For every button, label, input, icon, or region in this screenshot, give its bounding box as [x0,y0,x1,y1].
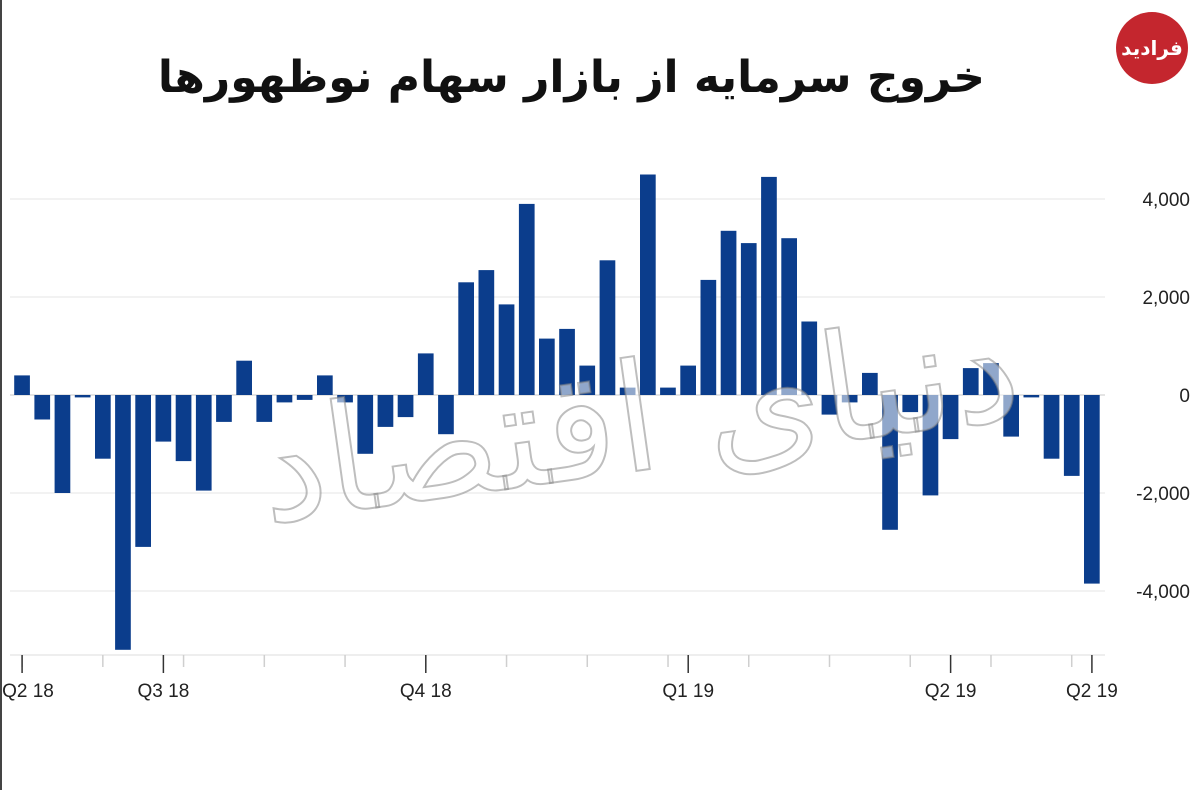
bar [54,395,71,493]
bar [1063,395,1080,476]
bar [317,375,333,395]
bar [983,363,999,395]
bar [680,365,696,395]
bar [135,395,151,547]
bar [74,395,91,398]
bar [1003,395,1019,437]
bar [579,365,596,395]
watermark: دنیای اقتصاد [247,280,1030,559]
y-tick-label: 4,000 [1142,190,1190,211]
x-tick-label: Q4 18 [400,681,452,702]
y-axis-ticks: 4,000 2,000 0 -2,000 -4,000 [1136,190,1190,603]
bar [256,395,273,422]
bar [539,338,555,395]
x-tick-label: Q1 19 [662,681,714,702]
logo-text: فرادید [1121,36,1183,60]
bar [498,304,515,395]
bar [115,395,131,650]
bar [720,230,737,395]
chart-title: خروج سرمایه از بازار سهام نوظهورها [157,52,985,103]
bar [216,395,232,422]
x-tick-label: Q2 18 [2,681,54,702]
bar [619,387,636,395]
bar [640,174,656,395]
bar [478,270,495,395]
bar [862,372,878,395]
y-tick-label: 0 [1179,386,1190,407]
bar [458,282,474,395]
bar [518,203,535,395]
bar [882,395,898,530]
bar [155,395,172,442]
bar [740,243,757,395]
bar [599,260,616,396]
bar [337,395,353,403]
bar [276,395,293,403]
bar [95,395,111,459]
bar [841,395,858,403]
x-axis: Q2 18 Q3 18 Q4 18 Q1 19 Q2 19 Q2 19 [2,654,1118,702]
bar [175,395,192,462]
gridlines [10,198,1105,592]
bar [236,360,252,395]
bar [559,328,575,395]
bar [195,395,212,491]
bar [14,375,30,395]
y-tick-label: -4,000 [1136,582,1190,603]
bar [397,395,414,418]
y-tick-label: 2,000 [1142,288,1190,309]
bar [700,279,717,395]
bar [357,395,374,454]
bar [377,395,394,427]
bar [962,368,979,395]
y-tick-label: -2,000 [1136,484,1190,505]
x-tick-label: Q3 18 [138,681,190,702]
site-logo[interactable]: فرادید [1116,12,1188,84]
bar [922,395,939,496]
bar [801,321,818,395]
bar [942,395,959,440]
bar [34,395,51,420]
bar [1023,395,1040,398]
bar [417,353,434,395]
bar [1084,395,1100,584]
bar [781,238,797,395]
bars [14,174,1100,650]
bar [1043,395,1060,459]
bar [902,395,919,413]
bar [296,395,313,400]
x-tick-label: Q2 19 [925,681,977,702]
bar [761,176,777,395]
bar [438,395,454,435]
bar [660,387,676,395]
x-tick-label: Q2 19 [1066,681,1118,702]
bar [821,395,838,415]
